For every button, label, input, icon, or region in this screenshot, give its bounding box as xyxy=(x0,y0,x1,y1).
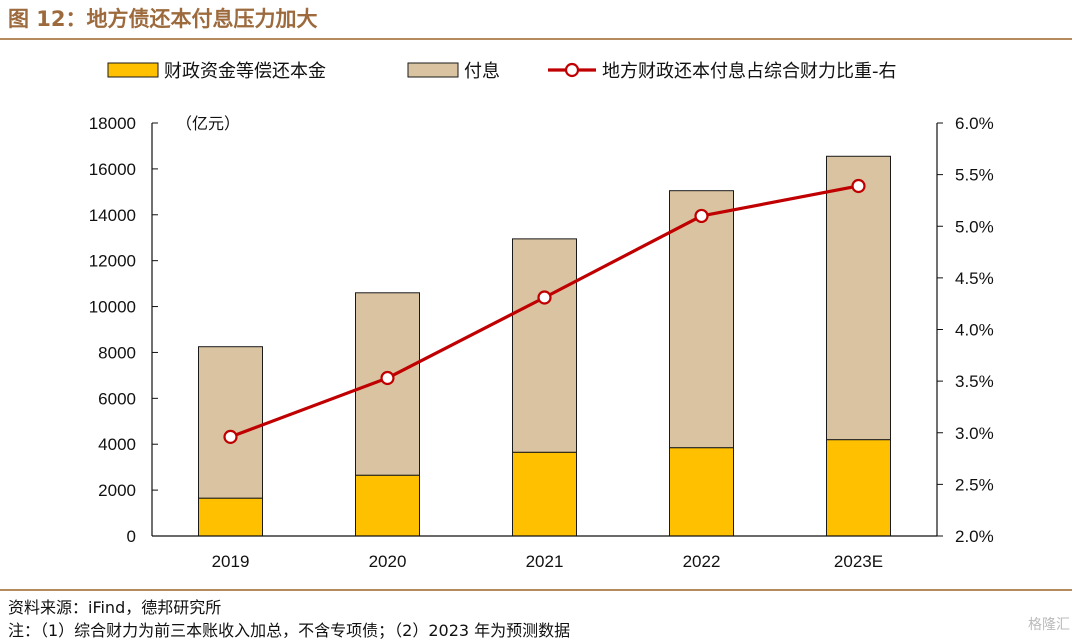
y2-tick-label: 2.5% xyxy=(955,475,994,494)
ratio-point-2023E xyxy=(851,178,866,194)
bar-principal-2023E xyxy=(826,439,891,537)
source-text: 资料来源：iFind，德邦研究所 xyxy=(8,598,222,617)
y2-tick-label: 3.5% xyxy=(955,372,994,391)
ratio-point-2019 xyxy=(223,429,238,444)
ratio-point-2021 xyxy=(537,290,552,305)
bar-principal-2021 xyxy=(512,451,577,537)
y2-tick-label: 5.5% xyxy=(955,166,994,185)
note-text: 注：（1）综合财力为前三本账收入加总，不含专项债；（2）2023 年为预测数据 xyxy=(8,621,571,640)
bottom-rule xyxy=(0,589,1072,591)
y-tick-label: 6000 xyxy=(98,389,136,408)
legend-swatch-principal xyxy=(107,62,159,78)
top-rule xyxy=(0,38,1072,40)
bar-principal-2020 xyxy=(355,474,420,537)
y2-tick-label: 3.0% xyxy=(955,424,994,443)
chart: 2019 2020 2021 2022 2023E 0 2000 4000 6000 8000 10… xyxy=(89,61,994,571)
watermark: 格隆汇 xyxy=(1028,617,1070,633)
y-unit-label: （亿元） xyxy=(176,114,240,133)
x-tick-label: 2023E xyxy=(834,552,883,571)
ratio-point-2022 xyxy=(694,208,709,224)
y2-tick-label: 4.0% xyxy=(955,321,994,340)
y-tick-label: 12000 xyxy=(89,252,136,271)
bar-interest-2021 xyxy=(512,238,577,453)
bar-interest-2022 xyxy=(669,190,734,449)
y2-tick-label: 4.5% xyxy=(955,269,994,288)
figure-title: 图 12：地方债还本付息压力加大 xyxy=(8,7,318,31)
bar-principal-2022 xyxy=(669,447,734,537)
bar-interest-2023E xyxy=(826,155,891,441)
x-tick-label: 2019 xyxy=(212,552,250,571)
y2-tick-label: 5.0% xyxy=(955,217,994,236)
y-tick-label: 16000 xyxy=(89,160,136,179)
ratio-point-2020 xyxy=(380,370,395,386)
legend-swatch-ratio-marker xyxy=(564,62,580,78)
y-tick-label: 4000 xyxy=(98,435,136,454)
legend-label-ratio: 地方财政还本付息占综合财力比重-右 xyxy=(602,61,897,82)
y-tick-label: 2000 xyxy=(98,481,136,500)
y-tick-label: 14000 xyxy=(89,206,136,225)
bar-interest-2019 xyxy=(198,346,263,499)
y-tick-label: 0 xyxy=(127,527,136,546)
legend-swatch-interest xyxy=(407,62,459,78)
y-tick-label: 10000 xyxy=(89,298,136,317)
y-tick-label: 8000 xyxy=(98,343,136,362)
y2-tick-label: 6.0% xyxy=(955,114,994,133)
x-tick-label: 2022 xyxy=(683,552,721,571)
x-tick-label: 2020 xyxy=(369,552,407,571)
y2-tick-label: 2.0% xyxy=(955,527,994,546)
legend-label-interest: 付息 xyxy=(464,61,500,82)
bar-principal-2019 xyxy=(198,497,263,537)
y-tick-label: 18000 xyxy=(89,114,136,133)
legend-label-principal: 财政资金等偿还本金 xyxy=(164,61,326,82)
x-tick-label: 2021 xyxy=(526,552,564,571)
